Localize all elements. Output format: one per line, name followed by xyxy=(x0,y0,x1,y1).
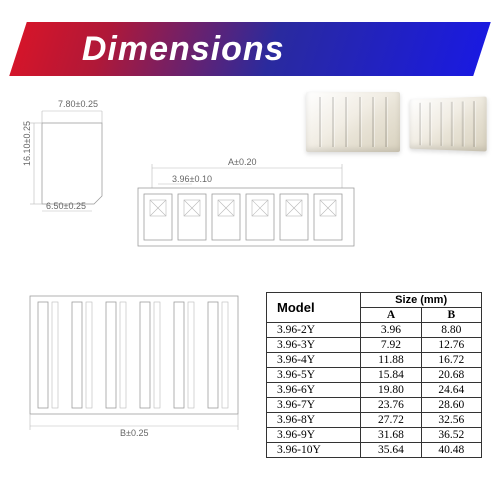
table-row: 3.96-2Y 3.96 8.80 xyxy=(267,323,482,338)
table-row: 3.96-9Y 31.68 36.52 xyxy=(267,428,482,443)
cell-b: 28.60 xyxy=(421,398,481,413)
cell-model: 3.96-7Y xyxy=(267,398,361,413)
cell-b: 20.68 xyxy=(421,368,481,383)
cell-model: 3.96-4Y xyxy=(267,353,361,368)
cell-b: 40.48 xyxy=(421,443,481,458)
cell-model: 3.96-3Y xyxy=(267,338,361,353)
table-row: 3.96-6Y 19.80 24.64 xyxy=(267,383,482,398)
cell-a: 11.88 xyxy=(361,353,421,368)
table-row: 3.96-8Y 27.72 32.56 xyxy=(267,413,482,428)
header-size: Size (mm) xyxy=(361,293,482,308)
table-row: 3.96-7Y 23.76 28.60 xyxy=(267,398,482,413)
table-row: 3.96-5Y 15.84 20.68 xyxy=(267,368,482,383)
cell-model: 3.96-5Y xyxy=(267,368,361,383)
cell-model: 3.96-8Y xyxy=(267,413,361,428)
cell-a: 7.92 xyxy=(361,338,421,353)
connector-photo-2 xyxy=(410,96,487,151)
cell-model: 3.96-9Y xyxy=(267,428,361,443)
dim-pitch: 3.96±0.10 xyxy=(172,174,212,184)
cell-b: 8.80 xyxy=(421,323,481,338)
cell-a: 23.76 xyxy=(361,398,421,413)
cell-a: 35.64 xyxy=(361,443,421,458)
cell-b: 16.72 xyxy=(421,353,481,368)
table-row: 3.96-3Y 7.92 12.76 xyxy=(267,338,482,353)
cell-b: 12.76 xyxy=(421,338,481,353)
cell-a: 27.72 xyxy=(361,413,421,428)
header-b: B xyxy=(421,308,481,323)
cell-model: 3.96-2Y xyxy=(267,323,361,338)
dim-front-a: A±0.20 xyxy=(228,157,256,167)
cell-a: 3.96 xyxy=(361,323,421,338)
banner-title: Dimensions xyxy=(82,30,285,69)
dim-side-height: 16.10±0.25 xyxy=(22,121,32,166)
header-a: A xyxy=(361,308,421,323)
dim-side-width: 7.80±0.25 xyxy=(58,99,98,109)
dim-bottom-b: B±0.25 xyxy=(120,428,148,438)
cell-b: 32.56 xyxy=(421,413,481,428)
bottom-view-diagram: B±0.25 xyxy=(22,290,246,438)
cell-b: 36.52 xyxy=(421,428,481,443)
cell-model: 3.96-6Y xyxy=(267,383,361,398)
cell-a: 31.68 xyxy=(361,428,421,443)
front-view-diagram: A±0.20 3.96±0.10 xyxy=(128,156,364,252)
dimensions-table: Model Size (mm) A B 3.96-2Y 3.96 8.803.9… xyxy=(266,292,482,458)
table-row: 3.96-4Y 11.88 16.72 xyxy=(267,353,482,368)
table-row: 3.96-10Y 35.64 40.48 xyxy=(267,443,482,458)
title-banner: Dimensions xyxy=(9,22,491,76)
cell-a: 15.84 xyxy=(361,368,421,383)
cell-a: 19.80 xyxy=(361,383,421,398)
cell-b: 24.64 xyxy=(421,383,481,398)
side-view-diagram: 7.80±0.25 16.10±0.25 6.50±0.25 xyxy=(22,98,130,216)
header-model: Model xyxy=(267,293,361,323)
cell-model: 3.96-10Y xyxy=(267,443,361,458)
table-header-row: Model Size (mm) xyxy=(267,293,482,308)
connector-photo-1 xyxy=(306,92,400,152)
dim-side-depth: 6.50±0.25 xyxy=(46,201,86,211)
